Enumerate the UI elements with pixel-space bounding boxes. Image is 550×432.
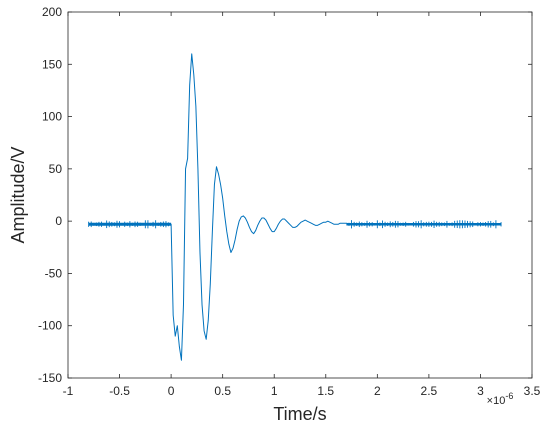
x-exponent-power: -6 (505, 391, 513, 401)
series-layer (88, 53, 502, 361)
y-tick-label: -50 (45, 266, 63, 280)
signal-series-line (88, 53, 502, 361)
y-tick-label: 100 (42, 110, 62, 124)
x-tick-label: -1 (63, 384, 74, 398)
axes-box (67, 11, 533, 379)
tick-layer: -1 -0.5 0 0.5 1 1.5 2 2.5 3 3.5 -150 -100 -50 0 50 100 1… (38, 5, 541, 398)
x-tick-label: 1 (271, 384, 278, 398)
x-tick-label: 3 (477, 384, 484, 398)
plot-background (68, 12, 532, 378)
y-tick-label: -100 (38, 319, 62, 333)
x-tick-label: -0.5 (109, 384, 130, 398)
y-axis-label: Amplitude/V (8, 146, 28, 243)
x-tick-label: 2.5 (421, 384, 438, 398)
x-tick-label: 0.5 (214, 384, 231, 398)
x-exponent-base: ×10 (487, 395, 506, 407)
x-tick-label: 0 (168, 384, 175, 398)
x-tick-label: 1.5 (317, 384, 334, 398)
y-tick-label: 200 (42, 5, 62, 19)
y-tick-label: 0 (55, 214, 62, 228)
x-tick-label: 2 (374, 384, 381, 398)
y-tick-label: 50 (49, 162, 63, 176)
x-tick-label: 3.5 (524, 384, 541, 398)
x-exponent-label: ×10-6 (487, 391, 514, 407)
y-tick-label: -150 (38, 371, 62, 385)
x-axis-label: Time/s (273, 404, 326, 424)
y-tick-label: 150 (42, 57, 62, 71)
